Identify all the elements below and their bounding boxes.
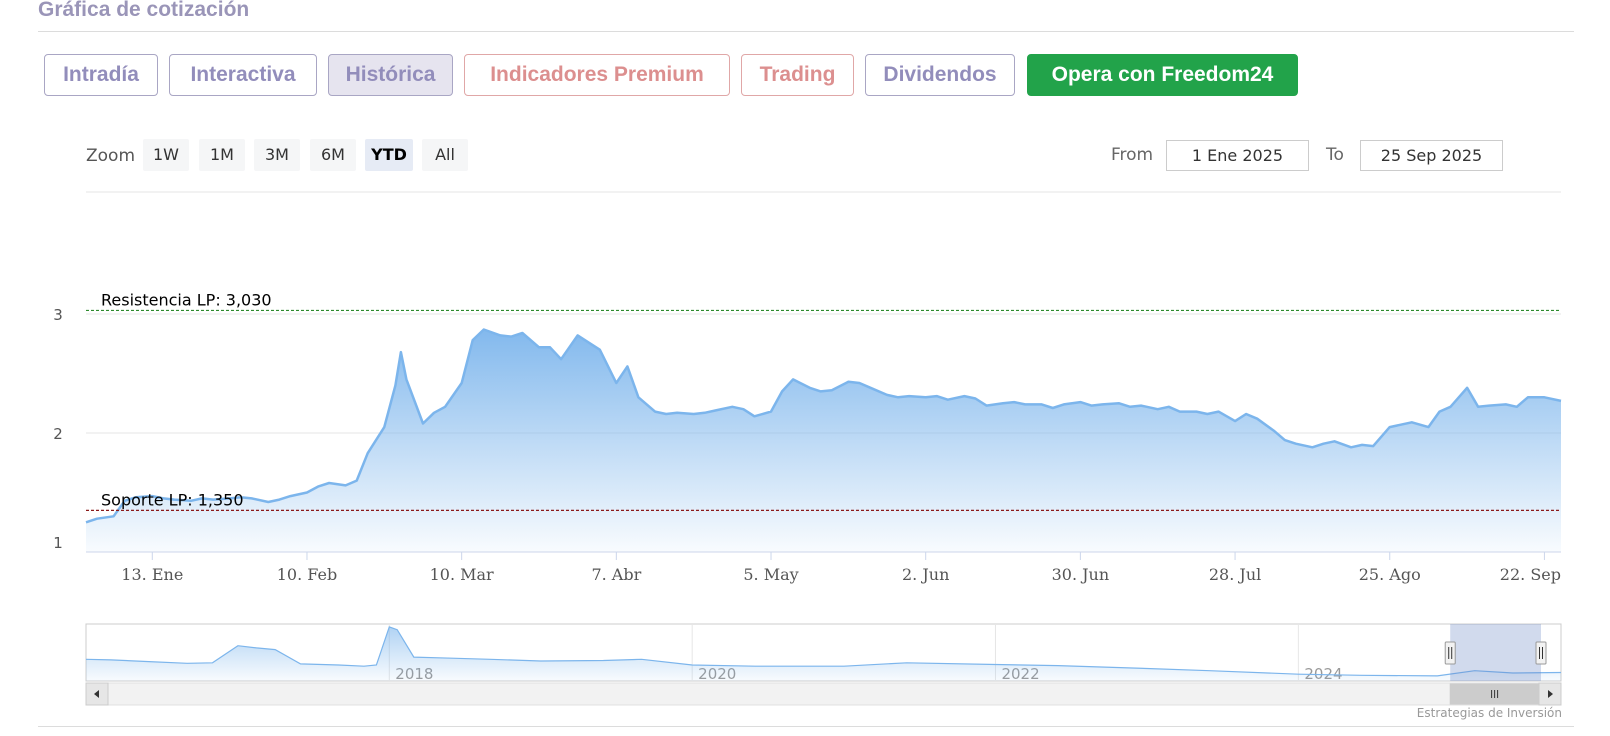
x-tick-label: 2. Jun [902, 565, 949, 584]
tab-trading[interactable]: Trading [741, 54, 854, 96]
title-divider [38, 31, 1574, 32]
page-title: Gráfica de cotización [38, 0, 250, 21]
chevron-left-icon [94, 690, 99, 698]
x-tick-label: 22. Sep [1500, 565, 1561, 584]
x-tick-label: 30. Jun [1052, 565, 1110, 584]
from-date-input[interactable]: 1 Ene 2025 [1166, 140, 1309, 171]
zoom-1m-button[interactable]: 1M [199, 139, 245, 171]
zoom-3m-button[interactable]: 3M [254, 139, 300, 171]
credits-text: Estrategias de Inversión [1416, 706, 1562, 720]
to-label: To [1326, 145, 1344, 165]
navigator-right-handle[interactable] [1535, 641, 1547, 665]
y-tick-label: 3 [53, 306, 63, 324]
axes: 1 2 3 13. Ene 10. Feb 10. Mar 7. Abr 5. May 2. J… [53, 306, 1561, 584]
bottom-divider [38, 726, 1574, 727]
x-tick-label: 25. Ago [1359, 565, 1421, 584]
x-tick-label: 28. Jul [1209, 565, 1261, 584]
navigator-selection [1450, 624, 1541, 681]
zoom-label: Zoom [86, 146, 136, 166]
zoom-ytd-button[interactable]: YTD [365, 139, 413, 171]
navigator-area [86, 626, 1561, 681]
tab-dividendos[interactable]: Dividendos [865, 54, 1015, 96]
y-tick-label: 1 [53, 534, 63, 552]
y-tick-label: 2 [53, 425, 63, 443]
from-label: From [1111, 145, 1154, 165]
chevron-right-icon [1548, 690, 1553, 698]
x-tick-label: 5. May [743, 565, 798, 584]
x-tick-label: 10. Feb [277, 565, 337, 584]
tab-indicadores-premium[interactable]: Indicadores Premium [464, 54, 730, 96]
annotations: Resistencia LP: 3,030 Soporte LP: 1,350 [86, 290, 1561, 511]
series-area-fill [86, 329, 1561, 552]
series-line [85, 328, 1562, 524]
navigator-left-handle[interactable] [1444, 641, 1456, 665]
zoom-1w-button[interactable]: 1W [143, 139, 189, 171]
to-date-input[interactable]: 25 Sep 2025 [1360, 140, 1503, 171]
zoom-all-button[interactable]: All [422, 139, 468, 171]
navigator[interactable]: 2018202020222024 [85, 623, 1562, 706]
navigator-line [85, 626, 1562, 677]
series-area [85, 328, 1562, 552]
tab-historica[interactable]: Histórica [328, 54, 453, 96]
tab-interactiva[interactable]: Interactiva [169, 54, 317, 96]
zoom-6m-button[interactable]: 6M [310, 139, 356, 171]
scrollbar-track [85, 682, 1562, 706]
tab-intradia[interactable]: Intradía [44, 54, 158, 96]
opera-freedom24-button[interactable]: Opera con Freedom24 [1027, 54, 1298, 96]
support-label: Soporte LP: 1,350 [101, 490, 244, 509]
resistance-label: Resistencia LP: 3,030 [101, 290, 272, 309]
x-tick-label: 13. Ene [121, 565, 183, 584]
x-tick-label: 10. Mar [430, 565, 494, 584]
x-tick-label: 7. Abr [591, 565, 641, 584]
